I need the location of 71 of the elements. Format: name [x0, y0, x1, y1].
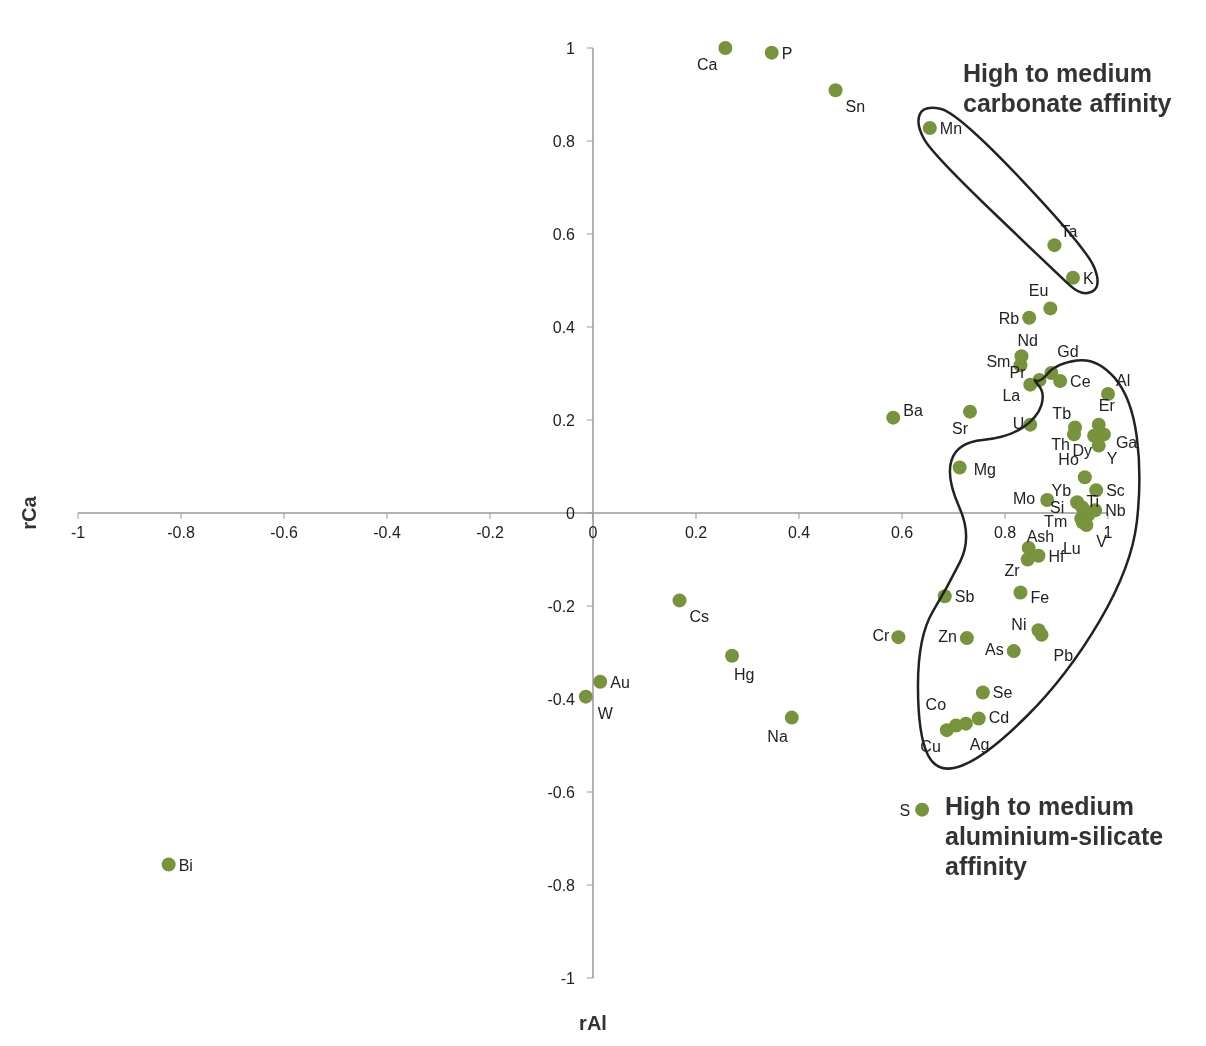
annotation: Ni [1011, 616, 1027, 634]
annotation: S [899, 801, 911, 819]
annotation: Cs [689, 608, 710, 626]
x-tick-label: 0.8 [993, 524, 1017, 541]
x-tick-label: -1 [70, 524, 86, 541]
y-tick-label: 0.6 [552, 226, 576, 243]
annotation: Al [1116, 371, 1131, 389]
annotation: Er [1098, 396, 1116, 414]
y-tick-label: 0.8 [552, 133, 576, 150]
annotation: Cr [872, 627, 891, 645]
annotation: Ba [903, 401, 923, 419]
annotation: Yb [1051, 482, 1072, 500]
annotation: U [1012, 414, 1025, 432]
annotation: Tb [1052, 405, 1072, 423]
annotation: Nd [1017, 332, 1038, 350]
y-tick-label: -0.4 [547, 691, 576, 708]
annotation: Eu [1028, 282, 1049, 300]
annotation: Zr [1004, 561, 1021, 579]
annotation: Mg [973, 461, 996, 479]
annotation: W [597, 704, 614, 722]
annotation: High to medium carbonate affinity [963, 58, 1173, 118]
annotation: Rb [998, 309, 1020, 327]
annotation: Ash [1026, 527, 1055, 545]
annotation: High to medium aluminium-silicate affinity [945, 791, 1165, 881]
annotation: Ga [1115, 434, 1138, 452]
annotation: Sc [1106, 482, 1125, 500]
annotation: Se [992, 684, 1013, 702]
annotation: Sm [986, 353, 1011, 371]
annotation: Tm [1044, 512, 1068, 530]
annotation: K [1082, 269, 1094, 287]
annotation: As [985, 641, 1004, 659]
annotation: Y [1106, 449, 1118, 467]
y-tick-label: -1 [560, 970, 576, 987]
annotation: Sr [951, 419, 969, 437]
annotation: Na [767, 727, 788, 745]
x-tick-label: 0.2 [684, 524, 708, 541]
annotation: Cd [988, 708, 1010, 726]
annotation: Bi [178, 856, 193, 874]
x-tick-label: 0.6 [890, 524, 914, 541]
annotation: Mn [939, 119, 963, 137]
y-tick-label: -0.8 [547, 877, 576, 894]
y-tick-label: 1 [566, 40, 576, 57]
x-tick-label: -0.4 [373, 524, 401, 541]
x-tick-label: -0.8 [167, 524, 195, 541]
y-tick-label: -0.6 [547, 784, 576, 801]
annotation: Au [610, 673, 630, 691]
x-tick-label: 0.4 [787, 524, 811, 541]
y-tick-label: 0.4 [552, 319, 576, 336]
annotation: Co [925, 695, 947, 713]
x-tick-label: 0 [588, 524, 598, 541]
annotation: Zn [938, 628, 957, 646]
annotation: Nb [1105, 502, 1126, 520]
annotation: La [1002, 386, 1021, 404]
annotation: P [781, 44, 793, 62]
annotation: Hg [734, 665, 755, 683]
annotation: Sb [954, 588, 975, 606]
annotation: Ce [1070, 372, 1091, 390]
annotation: Th [1051, 436, 1071, 454]
annotation: Ca [696, 56, 718, 73]
x-axis-title: rAl [579, 1012, 607, 1034]
annotation: Pb [1053, 646, 1074, 664]
x-tick-label: -0.2 [476, 524, 504, 541]
annotation: Gd [1057, 343, 1079, 361]
y-tick-label: 0 [566, 505, 576, 522]
y-tick-label: 0.2 [552, 412, 576, 429]
y-axis-title: rCa [18, 495, 40, 530]
annotation: Sn [845, 98, 866, 116]
annotation: Fe [1030, 588, 1050, 606]
annotation: Mo [1013, 489, 1036, 507]
x-tick-label: -0.6 [270, 524, 298, 541]
y-tick-label: -0.2 [547, 598, 576, 615]
